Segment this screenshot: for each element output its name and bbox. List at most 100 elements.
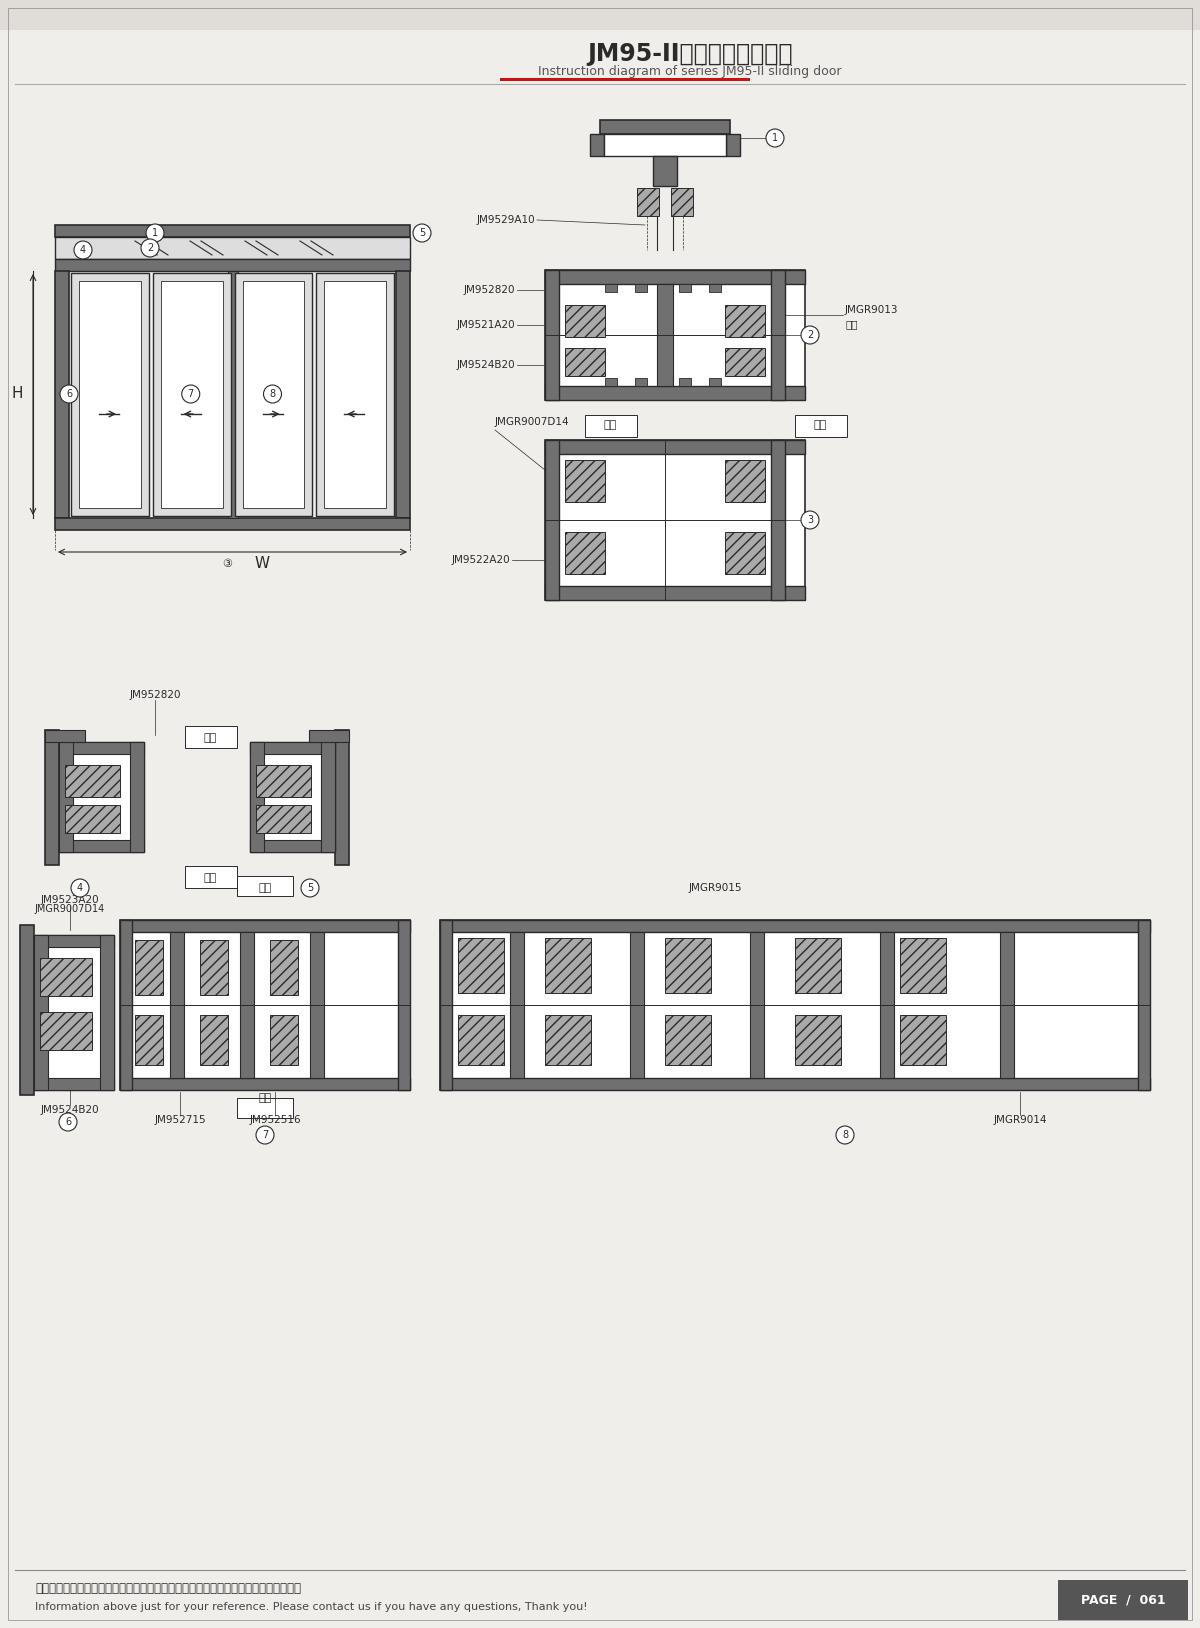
Bar bbox=[545, 270, 805, 283]
Bar bbox=[565, 532, 605, 575]
Bar bbox=[709, 378, 721, 386]
Bar bbox=[120, 920, 410, 1091]
Bar bbox=[725, 304, 766, 337]
Bar bbox=[440, 920, 1150, 931]
Circle shape bbox=[836, 1127, 854, 1144]
Bar bbox=[256, 804, 311, 834]
Bar bbox=[900, 1014, 946, 1065]
Bar bbox=[310, 729, 349, 742]
Bar bbox=[545, 270, 805, 400]
Bar bbox=[880, 931, 894, 1078]
Bar bbox=[161, 282, 222, 508]
Bar bbox=[120, 1078, 410, 1091]
Circle shape bbox=[766, 129, 784, 147]
Text: JM9529A10: JM9529A10 bbox=[476, 215, 535, 225]
Bar bbox=[500, 78, 750, 81]
Bar bbox=[772, 440, 785, 601]
Text: 2: 2 bbox=[146, 243, 154, 252]
Circle shape bbox=[413, 225, 431, 243]
Text: 图中所示型材截面、装配、编号、尺寸及重量仅供参考。如有疑问，请向本公司查询。: 图中所示型材截面、装配、编号、尺寸及重量仅供参考。如有疑问，请向本公司查询。 bbox=[35, 1582, 301, 1595]
Bar bbox=[679, 378, 691, 386]
Text: PAGE  /  061: PAGE / 061 bbox=[1081, 1594, 1165, 1607]
Bar bbox=[250, 840, 335, 851]
Text: 6: 6 bbox=[66, 389, 72, 399]
Bar bbox=[600, 120, 730, 133]
Bar bbox=[250, 742, 335, 754]
Bar bbox=[34, 934, 48, 1091]
Bar bbox=[440, 1078, 1150, 1091]
Circle shape bbox=[256, 1127, 274, 1144]
Text: JMGR9007D14: JMGR9007D14 bbox=[35, 904, 106, 913]
Text: Information above just for your reference. Please contact us if you have any que: Information above just for your referenc… bbox=[35, 1602, 588, 1612]
Bar bbox=[120, 920, 410, 931]
Text: JM9523A20: JM9523A20 bbox=[41, 895, 100, 905]
Text: 室外: 室外 bbox=[203, 873, 217, 882]
Bar bbox=[440, 920, 452, 1091]
Bar bbox=[665, 1014, 710, 1065]
Bar bbox=[185, 866, 238, 887]
Text: 8: 8 bbox=[842, 1130, 848, 1140]
Text: JMGR9007D14: JMGR9007D14 bbox=[496, 417, 570, 427]
Bar bbox=[565, 348, 605, 376]
Bar bbox=[238, 876, 293, 895]
Bar bbox=[1058, 1581, 1188, 1620]
Bar bbox=[725, 532, 766, 575]
Bar bbox=[545, 270, 559, 400]
Text: 7: 7 bbox=[187, 389, 194, 399]
Bar bbox=[709, 283, 721, 291]
Bar bbox=[637, 187, 659, 217]
Bar bbox=[55, 225, 410, 238]
Text: 室内: 室内 bbox=[258, 882, 271, 894]
Bar bbox=[440, 920, 1150, 1091]
Circle shape bbox=[142, 239, 158, 257]
Bar bbox=[65, 765, 120, 798]
Text: JM952820: JM952820 bbox=[463, 285, 515, 295]
Circle shape bbox=[146, 225, 164, 243]
Text: 角码: 角码 bbox=[845, 319, 858, 329]
Bar bbox=[398, 920, 410, 1091]
Text: JMGR9015: JMGR9015 bbox=[689, 882, 742, 894]
Bar bbox=[34, 1078, 114, 1091]
Bar bbox=[605, 283, 617, 291]
Bar bbox=[134, 1014, 163, 1065]
Bar bbox=[65, 804, 120, 834]
Bar bbox=[545, 386, 805, 400]
Text: 室内: 室内 bbox=[203, 733, 217, 742]
Bar bbox=[604, 133, 726, 156]
Bar bbox=[250, 742, 335, 851]
Bar bbox=[635, 283, 647, 291]
Bar bbox=[796, 938, 841, 993]
Bar bbox=[152, 274, 230, 516]
Bar bbox=[605, 378, 617, 386]
Bar bbox=[55, 259, 410, 270]
Text: H: H bbox=[12, 386, 23, 402]
Bar bbox=[725, 348, 766, 376]
Bar bbox=[630, 931, 644, 1078]
Bar bbox=[40, 957, 92, 996]
Bar bbox=[545, 440, 805, 601]
Bar bbox=[59, 742, 73, 851]
Bar bbox=[185, 726, 238, 747]
Text: JM9524B20: JM9524B20 bbox=[456, 360, 515, 370]
Bar bbox=[772, 270, 785, 400]
Text: 8: 8 bbox=[270, 389, 276, 399]
Text: ③: ③ bbox=[222, 558, 232, 570]
Text: 7: 7 bbox=[262, 1130, 268, 1140]
Text: JM952516: JM952516 bbox=[250, 1115, 301, 1125]
Bar bbox=[796, 415, 847, 436]
Bar bbox=[256, 765, 311, 798]
Bar bbox=[310, 931, 324, 1078]
Bar bbox=[1000, 931, 1014, 1078]
Bar bbox=[590, 133, 604, 156]
Bar bbox=[635, 378, 647, 386]
Bar bbox=[725, 461, 766, 501]
Bar bbox=[796, 1014, 841, 1065]
Circle shape bbox=[71, 879, 89, 897]
Bar bbox=[55, 238, 410, 259]
Bar bbox=[658, 283, 673, 386]
Text: 室外: 室外 bbox=[258, 1092, 271, 1104]
Bar bbox=[545, 440, 805, 454]
Bar bbox=[396, 270, 410, 518]
Bar bbox=[34, 934, 114, 947]
Text: Instruction diagram of series JM95-II sliding door: Instruction diagram of series JM95-II sl… bbox=[539, 65, 841, 78]
